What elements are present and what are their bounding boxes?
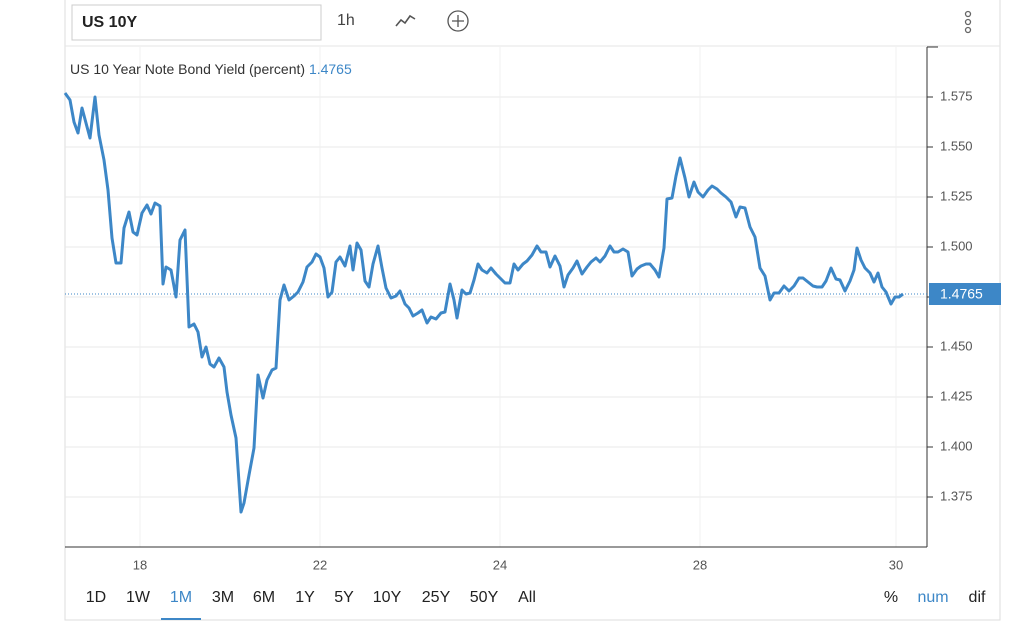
add-indicator-icon[interactable] — [447, 10, 469, 32]
y-tick-label: 1.500 — [940, 238, 973, 253]
x-tick-label: 28 — [693, 557, 707, 572]
interval-button[interactable]: 1h — [337, 12, 355, 29]
range-button[interactable]: 1M — [170, 589, 192, 606]
display-mode-button[interactable]: num — [917, 589, 948, 606]
controls: 1D 1W 1M 3M 6M 1Y 5Y 10Y 25Y 50Y All% num dif — [86, 589, 986, 620]
display-mode-button[interactable]: % — [884, 589, 898, 606]
legend-name: US 10 Year Note Bond Yield (percent) — [70, 61, 305, 77]
symbol-input[interactable] — [71, 4, 322, 41]
plot: 1.3751.4001.4251.4501.4751.5001.5251.550… — [63, 46, 1001, 572]
range-button[interactable]: All — [518, 589, 536, 606]
y-tick-label: 1.525 — [940, 188, 973, 203]
x-tick-label: 24 — [493, 557, 507, 572]
y-tick-label: 1.400 — [940, 438, 973, 453]
x-tick-label: 30 — [889, 557, 903, 572]
last-value-label: 1.4765 — [940, 286, 983, 302]
widget-frame — [64, 0, 1001, 621]
range-button[interactable]: 5Y — [334, 589, 354, 606]
range-button[interactable]: 50Y — [470, 589, 499, 606]
display-mode-button[interactable]: dif — [969, 589, 986, 606]
range-button[interactable]: 25Y — [422, 589, 451, 606]
legend: US 10 Year Note Bond Yield (percent) 1.4… — [70, 61, 352, 77]
range-button[interactable]: 1W — [126, 589, 151, 606]
x-tick-label: 22 — [313, 557, 327, 572]
y-tick-label: 1.425 — [940, 388, 973, 403]
range-button[interactable]: 1Y — [295, 589, 315, 606]
y-tick-label: 1.375 — [940, 488, 973, 503]
range-button[interactable]: 1D — [86, 589, 106, 606]
symbol-text: US 10Y — [82, 14, 137, 31]
y-tick-label: 1.550 — [940, 138, 973, 153]
x-tick-label: 18 — [133, 557, 147, 572]
range-button[interactable]: 3M — [212, 589, 234, 606]
range-button[interactable]: 10Y — [373, 589, 402, 606]
add-indicator-plus — [452, 15, 464, 27]
legend-value: 1.4765 — [309, 61, 352, 77]
menu-icon[interactable] — [964, 10, 972, 34]
last-value-tag — [929, 283, 1001, 305]
range-button[interactable]: 6M — [253, 589, 275, 606]
chart-style-icon[interactable] — [395, 14, 416, 27]
series-line — [63, 92, 904, 514]
y-tick-label: 1.575 — [940, 88, 973, 103]
y-tick-label: 1.450 — [940, 338, 973, 353]
